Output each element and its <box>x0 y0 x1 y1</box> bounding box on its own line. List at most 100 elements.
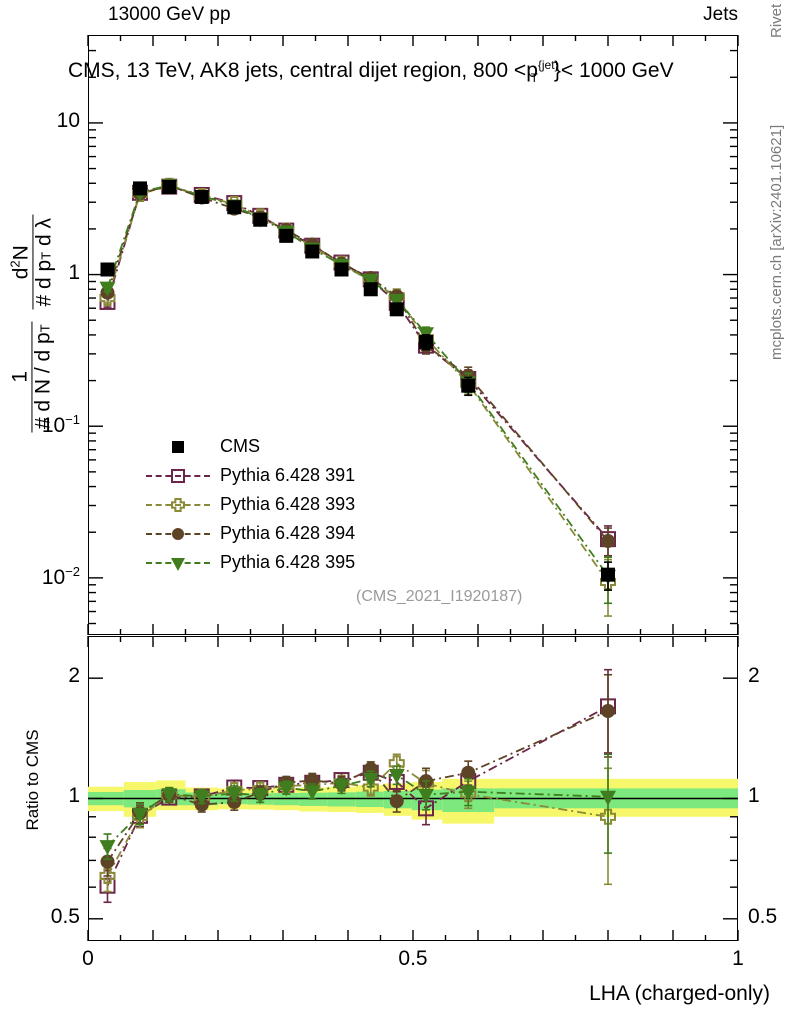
marker-circle-filled <box>363 762 378 777</box>
legend-marker-sample <box>172 440 184 453</box>
marker-square-filled <box>172 440 184 453</box>
marker-triangle-down <box>362 274 379 290</box>
series-line <box>106 774 609 847</box>
marker-square-filled <box>253 212 268 227</box>
legend-marker-sample <box>171 497 185 512</box>
legend-label: Pythia 6.428 395 <box>220 552 356 572</box>
marker-triangle-down <box>226 787 243 803</box>
marker-square-filled <box>334 262 349 277</box>
marker-triangle-down <box>99 840 116 856</box>
legend-key <box>146 495 210 515</box>
legend-marker-sample <box>171 468 185 483</box>
legend-key <box>146 437 210 457</box>
ratio-y-tick-label-left: 0.5 <box>50 904 80 928</box>
marker-triangle-down <box>460 785 477 801</box>
marker-triangle-down <box>600 790 616 806</box>
marker-triangle-down <box>333 779 350 795</box>
plot-title-superscript: {jet} <box>537 58 559 72</box>
legend-entry-0[interactable]: CMS <box>146 432 355 461</box>
marker-triangle-down <box>132 807 148 823</box>
legend-label: CMS <box>220 436 260 456</box>
legend-line-sample <box>146 503 210 506</box>
plot-title-subscript: T <box>530 71 538 86</box>
page-title: CMS, 13 TeV, AK8 jets, central dijet reg… <box>68 58 674 85</box>
legend-entry-4[interactable]: Pythia 6.428 395 <box>146 548 355 577</box>
marker-cross-open <box>600 808 616 825</box>
marker-cross-open <box>171 497 185 512</box>
marker-square-filled <box>100 262 115 277</box>
marker-square-filled <box>133 181 147 196</box>
legend-line-sample <box>146 474 210 477</box>
marker-triangle-down <box>252 789 269 805</box>
ratio-ticks <box>87 636 739 941</box>
marker-circle-filled <box>100 854 115 869</box>
marker-triangle-down <box>161 788 178 804</box>
marker-cross-open <box>362 779 379 796</box>
marker-square-filled <box>227 200 242 215</box>
marker-square-filled <box>601 567 615 582</box>
legend-marker-sample <box>172 527 184 540</box>
main-y-tick-label: 10−1 <box>41 412 80 438</box>
marker-triangle-down <box>418 788 434 804</box>
main-series-cms <box>100 179 615 591</box>
marker-triangle-down <box>193 790 210 806</box>
ratio-y-tick-label-right: 2 <box>748 664 760 688</box>
marker-square-filled <box>194 189 209 204</box>
marker-square-filled <box>363 282 378 297</box>
marker-circle-filled <box>172 527 184 540</box>
x-tick-label: 0 <box>82 947 94 970</box>
x-axis-title: LHA (charged-only) <box>589 982 770 1005</box>
ratio-y-tick-label-left: 1 <box>68 784 80 808</box>
marker-circle-filled <box>461 765 476 780</box>
legend: CMS Pythia 6.428 391 Pythia 6.428 393 Pythi… <box>146 432 355 577</box>
marker-circle-filled <box>389 794 404 809</box>
plot-title-prefix: CMS, 13 TeV, AK8 jets, central dijet reg… <box>68 59 538 82</box>
analysis-id-watermark: (CMS_2021_I1920187) <box>356 588 523 605</box>
ratio-series-pythia-6-428-394 <box>100 673 615 877</box>
series-line <box>106 184 609 583</box>
legend-entry-3[interactable]: Pythia 6.428 394 <box>146 519 355 548</box>
marker-triangle-down <box>388 293 405 309</box>
marker-square-filled <box>461 378 476 393</box>
ratio-y-tick-label-right: 1 <box>748 784 760 808</box>
header-category-label: Jets <box>703 4 738 25</box>
main-y-tick-label: 1 <box>68 260 80 284</box>
marker-triangle-down <box>362 772 379 788</box>
marker-square-filled <box>279 228 294 243</box>
band-inner <box>355 791 384 808</box>
header-beam-label: 13000 GeV pp <box>108 4 231 25</box>
legend-entry-1[interactable]: Pythia 6.428 391 <box>146 461 355 490</box>
band-inner <box>327 792 356 807</box>
main-ticks <box>87 35 739 635</box>
legend-label: Pythia 6.428 391 <box>220 465 356 485</box>
legend-label: Pythia 6.428 393 <box>220 494 356 514</box>
x-tick-label: 0.5 <box>398 947 428 970</box>
legend-label: Pythia 6.428 394 <box>220 523 356 543</box>
marker-triangle-down <box>171 557 185 571</box>
marker-square-filled <box>419 334 433 349</box>
legend-key <box>146 524 210 544</box>
legend-marker-sample <box>171 557 185 571</box>
marker-square-open <box>171 468 185 483</box>
marker-triangle-down <box>388 768 405 784</box>
ratio-series-pythia-6-428-395 <box>99 753 616 860</box>
marker-triangle-down <box>278 781 295 797</box>
marker-cross-open <box>99 867 116 884</box>
main-y-tick-label: 10−2 <box>41 563 80 589</box>
marker-circle-filled <box>601 704 615 719</box>
x-tick-label: 1 <box>732 947 744 970</box>
legend-key <box>146 466 210 486</box>
marker-triangle-down <box>99 281 116 297</box>
ratio-y-tick-label-right: 0.5 <box>748 904 778 928</box>
marker-square-filled <box>162 179 177 194</box>
marker-square-filled <box>305 244 320 259</box>
marker-circle-filled <box>601 534 615 549</box>
marker-square-filled <box>389 302 404 317</box>
main-y-tick-label: 10 <box>56 108 80 132</box>
marker-triangle-down <box>304 785 321 801</box>
legend-key <box>146 553 210 573</box>
ratio-y-tick-label-left: 2 <box>68 664 80 688</box>
legend-entry-2[interactable]: Pythia 6.428 393 <box>146 490 355 519</box>
